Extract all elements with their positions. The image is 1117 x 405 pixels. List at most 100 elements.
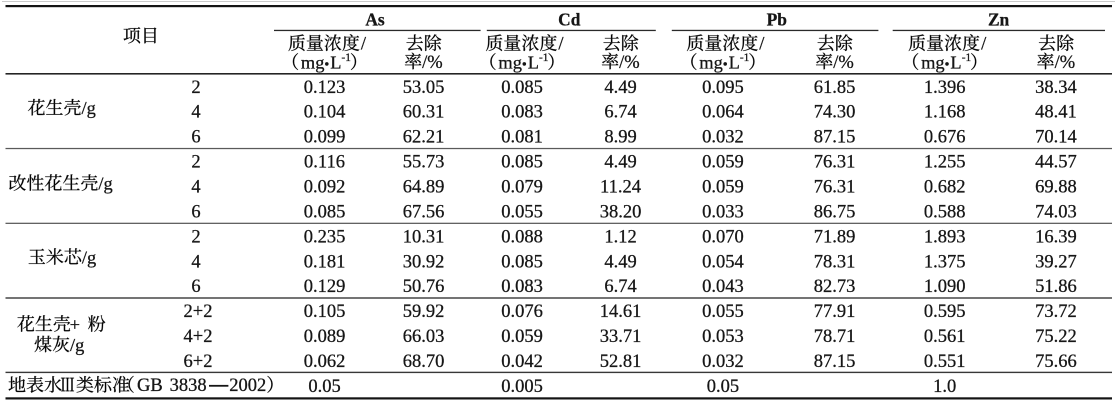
svg-text:4: 4 bbox=[191, 103, 200, 123]
svg-text:4+2: 4+2 bbox=[184, 327, 213, 347]
svg-text:4.49: 4.49 bbox=[604, 153, 636, 173]
svg-text:0.053: 0.053 bbox=[702, 327, 744, 347]
svg-text:0.085: 0.085 bbox=[501, 252, 543, 272]
svg-text:/%: /% bbox=[619, 53, 640, 73]
svg-text:0.083: 0.083 bbox=[501, 277, 543, 297]
svg-text:0.059: 0.059 bbox=[501, 327, 543, 347]
svg-text:0.062: 0.062 bbox=[304, 352, 346, 372]
svg-text:0.076: 0.076 bbox=[501, 302, 543, 322]
svg-text:10.31: 10.31 bbox=[403, 227, 445, 247]
svg-text:0.081: 0.081 bbox=[501, 128, 543, 148]
svg-text:2: 2 bbox=[191, 78, 200, 98]
svg-text:mg: mg bbox=[921, 52, 945, 72]
svg-text:0.05: 0.05 bbox=[308, 377, 340, 397]
svg-text:/: / bbox=[759, 35, 765, 55]
svg-text:0.070: 0.070 bbox=[702, 227, 744, 247]
svg-text:L: L bbox=[330, 52, 341, 72]
svg-text:82.73: 82.73 bbox=[814, 277, 856, 297]
svg-text:50.76: 50.76 bbox=[403, 277, 445, 297]
svg-text:75.22: 75.22 bbox=[1035, 327, 1077, 347]
svg-text:4: 4 bbox=[191, 252, 200, 272]
svg-text:33.71: 33.71 bbox=[600, 327, 642, 347]
svg-text:6: 6 bbox=[191, 128, 200, 148]
svg-text:1.255: 1.255 bbox=[924, 153, 966, 173]
svg-text:14.61: 14.61 bbox=[600, 302, 642, 322]
svg-text:39.27: 39.27 bbox=[1035, 252, 1077, 272]
svg-text:mg: mg bbox=[301, 52, 325, 72]
svg-text:0.682: 0.682 bbox=[924, 177, 966, 197]
svg-text:6: 6 bbox=[191, 277, 200, 297]
svg-text:60.31: 60.31 bbox=[403, 103, 445, 123]
svg-text:0.104: 0.104 bbox=[304, 103, 346, 123]
svg-text:0.043: 0.043 bbox=[702, 277, 744, 297]
svg-text:mg: mg bbox=[699, 52, 723, 72]
svg-text:-1: -1 bbox=[740, 52, 749, 64]
svg-text:44.57: 44.57 bbox=[1035, 153, 1077, 173]
svg-text:52.81: 52.81 bbox=[600, 352, 642, 372]
svg-text:0.083: 0.083 bbox=[501, 103, 543, 123]
svg-text:66.03: 66.03 bbox=[403, 327, 445, 347]
svg-text:0.105: 0.105 bbox=[304, 302, 346, 322]
svg-text:77.91: 77.91 bbox=[814, 302, 856, 322]
svg-text:0.059: 0.059 bbox=[702, 177, 744, 197]
svg-text:0.005: 0.005 bbox=[501, 377, 543, 397]
svg-text:L: L bbox=[729, 52, 740, 72]
svg-text:0.095: 0.095 bbox=[702, 78, 744, 98]
svg-text:75.66: 75.66 bbox=[1035, 352, 1077, 372]
svg-text:6.74: 6.74 bbox=[604, 277, 636, 297]
svg-text:68.70: 68.70 bbox=[403, 352, 445, 372]
svg-text:70.14: 70.14 bbox=[1035, 128, 1077, 148]
svg-text:78.31: 78.31 bbox=[814, 252, 856, 272]
svg-text:/g: /g bbox=[98, 173, 112, 193]
svg-text:/g: /g bbox=[82, 247, 96, 267]
svg-text:0.055: 0.055 bbox=[702, 302, 744, 322]
svg-text:0.123: 0.123 bbox=[304, 78, 346, 98]
svg-text:/: / bbox=[558, 35, 564, 55]
svg-text:30.92: 30.92 bbox=[403, 252, 445, 272]
svg-text:0.676: 0.676 bbox=[924, 128, 966, 148]
svg-text:GB: GB bbox=[137, 376, 163, 396]
svg-text:76.31: 76.31 bbox=[814, 153, 856, 173]
svg-text:61.85: 61.85 bbox=[814, 78, 856, 98]
svg-text:1.168: 1.168 bbox=[924, 103, 966, 123]
svg-text:59.92: 59.92 bbox=[403, 302, 445, 322]
svg-text:0.235: 0.235 bbox=[304, 227, 346, 247]
svg-text:55.73: 55.73 bbox=[403, 153, 445, 173]
svg-text:0.059: 0.059 bbox=[702, 153, 744, 173]
svg-text:0.085: 0.085 bbox=[501, 153, 543, 173]
svg-text:53.05: 53.05 bbox=[403, 78, 445, 98]
svg-text:0.129: 0.129 bbox=[304, 277, 346, 297]
svg-text:0.054: 0.054 bbox=[702, 252, 744, 272]
svg-text:L: L bbox=[950, 52, 961, 72]
svg-text:0.092: 0.092 bbox=[304, 177, 346, 197]
svg-text:/g: /g bbox=[81, 98, 95, 118]
svg-text:/: / bbox=[361, 35, 367, 55]
svg-text:0.099: 0.099 bbox=[304, 128, 346, 148]
svg-text:1.12: 1.12 bbox=[604, 227, 636, 247]
svg-text:6.74: 6.74 bbox=[604, 103, 636, 123]
svg-text:0.079: 0.079 bbox=[501, 177, 543, 197]
svg-text:74.03: 74.03 bbox=[1035, 202, 1077, 222]
svg-text:-1: -1 bbox=[539, 52, 548, 64]
svg-text:0.088: 0.088 bbox=[501, 227, 543, 247]
svg-text:Pb: Pb bbox=[767, 9, 787, 29]
svg-text:3838: 3838 bbox=[170, 376, 207, 396]
svg-text:0.033: 0.033 bbox=[702, 202, 744, 222]
svg-text:2002: 2002 bbox=[229, 376, 266, 396]
svg-text:78.71: 78.71 bbox=[814, 327, 856, 347]
svg-text:2: 2 bbox=[191, 227, 200, 247]
svg-text:/: / bbox=[981, 35, 987, 55]
svg-text:1.090: 1.090 bbox=[924, 277, 966, 297]
svg-text:48.41: 48.41 bbox=[1035, 103, 1077, 123]
svg-text:As: As bbox=[365, 9, 385, 29]
svg-text:0.595: 0.595 bbox=[924, 302, 966, 322]
svg-text:16.39: 16.39 bbox=[1035, 227, 1077, 247]
svg-text:-1: -1 bbox=[962, 52, 971, 64]
svg-text:11.24: 11.24 bbox=[600, 177, 641, 197]
svg-text:62.21: 62.21 bbox=[403, 128, 445, 148]
svg-text:74.30: 74.30 bbox=[814, 103, 856, 123]
svg-text:1.396: 1.396 bbox=[924, 78, 966, 98]
svg-text:67.56: 67.56 bbox=[403, 202, 445, 222]
svg-text:1.0: 1.0 bbox=[933, 377, 956, 397]
svg-text:2+2: 2+2 bbox=[184, 302, 213, 322]
